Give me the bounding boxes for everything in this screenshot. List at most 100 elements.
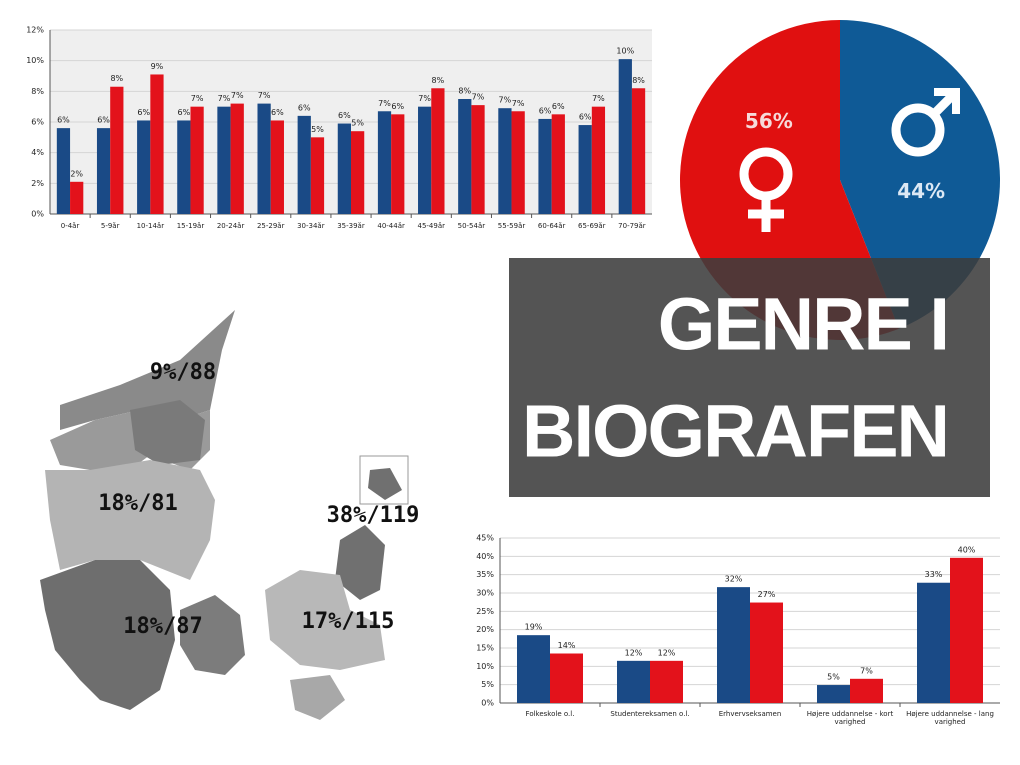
x-tick-label-box: 15-19år — [176, 222, 205, 230]
y-tick-label: 12% — [26, 26, 44, 35]
value-label: 7% — [191, 94, 204, 103]
map-region — [290, 675, 345, 720]
bar — [377, 111, 392, 214]
y-tick-label: 40% — [476, 552, 494, 561]
bar — [337, 123, 351, 214]
map-region — [130, 400, 205, 465]
x-tick-label: 70-79år — [618, 222, 646, 230]
value-label: 8% — [458, 87, 471, 96]
title-line: BIOGRAFEN — [522, 390, 948, 473]
male-icon — [891, 103, 945, 157]
y-tick-label: 4% — [31, 148, 44, 157]
value-label: 8% — [110, 74, 123, 83]
pie-label: 44% — [897, 179, 945, 203]
value-label: 7% — [499, 96, 512, 105]
x-tick-label-box: 65-69år — [578, 222, 606, 230]
bar — [550, 653, 583, 703]
x-tick-label: 60-64år — [537, 222, 566, 230]
x-tick-label-box: 45-49år — [417, 222, 445, 230]
value-label: 6% — [539, 106, 552, 115]
x-tick-label-box: 20-24år — [216, 222, 245, 230]
value-label: 8% — [632, 76, 645, 85]
bar — [458, 99, 472, 214]
bar — [631, 88, 646, 214]
bar — [618, 59, 632, 215]
x-tick-label: 65-69år — [578, 222, 606, 230]
map-label: 9%/88 — [150, 360, 216, 385]
bar — [70, 181, 84, 214]
value-label: 7% — [472, 93, 485, 102]
value-label: 5% — [311, 125, 324, 134]
male-icon — [934, 88, 960, 114]
value-label: 6% — [271, 108, 284, 117]
value-label: 33% — [925, 570, 943, 579]
x-tick-label-box: 50-54år — [458, 222, 486, 230]
x-tick-label-box: Højere uddannelse - kort varighed — [807, 710, 893, 726]
x-tick-label-box: 30-34år — [297, 222, 325, 230]
bar — [217, 106, 231, 214]
value-label: 6% — [579, 113, 592, 122]
map — [40, 310, 409, 720]
value-label: 7% — [592, 94, 605, 103]
y-tick-label: 10% — [26, 56, 44, 65]
value-label: 10% — [616, 47, 634, 56]
bar — [150, 74, 164, 214]
bar — [750, 602, 783, 703]
x-tick-label-box: 35-39år — [337, 222, 365, 230]
x-tick-label: 5-9år — [100, 222, 120, 230]
map-inset-frame — [359, 455, 409, 505]
bar — [498, 108, 512, 214]
value-label: 19% — [525, 623, 543, 632]
value-label: 6% — [338, 111, 351, 120]
x-tick-label: 15-19år — [176, 222, 205, 230]
value-label: 7% — [231, 91, 244, 100]
value-label: 6% — [391, 102, 404, 111]
y-tick-label: 20% — [476, 625, 494, 634]
x-tick-label: 20-24år — [216, 222, 245, 230]
value-label: 7% — [860, 666, 873, 675]
value-label: 6% — [137, 108, 150, 117]
bar — [517, 635, 550, 703]
x-tick-label-box: 5-9år — [100, 222, 120, 230]
value-label: 6% — [177, 108, 190, 117]
gender-icons — [739, 88, 960, 232]
map-region — [368, 468, 402, 500]
bar — [391, 114, 405, 214]
value-label: 7% — [258, 91, 271, 100]
y-tick-label: 15% — [476, 644, 494, 653]
x-tick-label: 25-29år — [256, 222, 285, 230]
bar — [418, 106, 432, 214]
x-tick-label-box: 10-14år — [136, 222, 165, 230]
y-tick-label: 2% — [31, 179, 44, 188]
x-tick-label: 40-44år — [377, 222, 405, 230]
x-tick-label: 10-14år — [136, 222, 165, 230]
value-label: 6% — [298, 103, 311, 112]
bar — [297, 115, 311, 214]
bar — [110, 86, 124, 214]
map-region — [45, 460, 215, 580]
value-label: 12% — [625, 648, 643, 657]
x-tick-label-box: Erhvervseksamen — [718, 710, 782, 718]
x-tick-label: 35-39år — [337, 222, 365, 230]
map-label: 38%/119 — [327, 503, 420, 528]
value-label: 7% — [218, 94, 231, 103]
bar — [650, 660, 683, 703]
map-region — [335, 525, 385, 600]
x-tick-label-box: Folkeskole o.l. — [526, 710, 575, 718]
value-label: 8% — [432, 76, 445, 85]
bar — [471, 105, 485, 214]
x-tick-label: Erhvervseksamen — [718, 710, 782, 718]
x-tick-label: 55-59år — [497, 222, 526, 230]
x-tick-label: Studentereksamen o.l. — [610, 710, 690, 718]
bar — [578, 125, 592, 214]
value-label: 5% — [351, 119, 364, 128]
value-label: 6% — [552, 102, 565, 111]
y-tick-label: 0% — [31, 210, 44, 219]
x-tick-label-box: 70-79år — [618, 222, 646, 230]
bar — [270, 120, 284, 214]
bar — [850, 678, 883, 703]
y-tick-label: 30% — [476, 589, 494, 598]
male-icon — [929, 92, 956, 119]
bar — [96, 128, 111, 214]
